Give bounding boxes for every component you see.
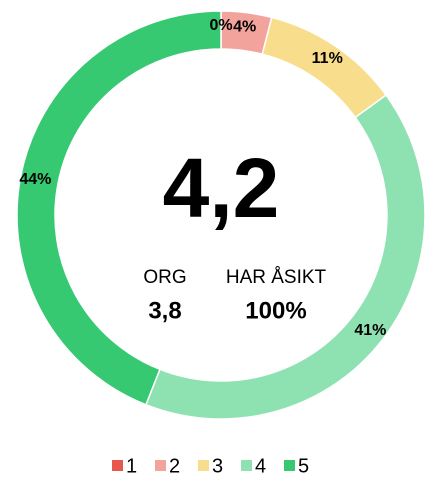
- legend-swatch: [155, 460, 166, 471]
- donut-segment: [261, 16, 388, 119]
- legend-label: 3: [212, 455, 223, 477]
- legend-label: 2: [169, 455, 180, 477]
- value-label: 0%: [209, 17, 232, 34]
- donut-segment: [16, 10, 222, 406]
- legend-label: 5: [298, 455, 309, 477]
- value-label: 41%: [354, 322, 386, 339]
- value-label: 11%: [312, 50, 343, 67]
- legend-label: 1: [126, 455, 137, 477]
- legend-swatch: [112, 460, 123, 471]
- legend-swatch: [198, 460, 209, 471]
- opinion-value: 100%: [245, 297, 306, 324]
- legend-label: 4: [255, 455, 266, 477]
- legend-swatch: [241, 460, 252, 471]
- opinion-label: HAR ÅSIKT: [226, 267, 327, 288]
- center-score: 4,2: [163, 141, 280, 235]
- value-label: 44%: [19, 171, 51, 188]
- legend-swatch: [284, 460, 295, 471]
- org-value: 3,8: [148, 297, 181, 324]
- value-label: 4%: [233, 19, 256, 36]
- org-label: ORG: [143, 267, 186, 288]
- donut-segment: [144, 94, 426, 420]
